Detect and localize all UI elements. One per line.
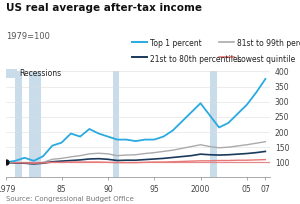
Text: 1979=100: 1979=100 bbox=[6, 32, 50, 41]
Text: Source: Congressional Budget Office: Source: Congressional Budget Office bbox=[6, 196, 134, 202]
Text: Lowest quintile: Lowest quintile bbox=[237, 55, 295, 64]
Bar bbox=[112, 71, 119, 177]
Text: US real average after-tax income: US real average after-tax income bbox=[6, 3, 202, 13]
Bar bbox=[29, 71, 41, 177]
Text: Recessions: Recessions bbox=[20, 69, 61, 78]
Bar bbox=[15, 71, 22, 177]
Text: Top 1 percent: Top 1 percent bbox=[150, 39, 202, 48]
Text: 21st to 80th percentiles: 21st to 80th percentiles bbox=[150, 55, 242, 64]
Bar bbox=[210, 71, 217, 177]
Text: 81st to 99th percentiles: 81st to 99th percentiles bbox=[237, 39, 300, 48]
